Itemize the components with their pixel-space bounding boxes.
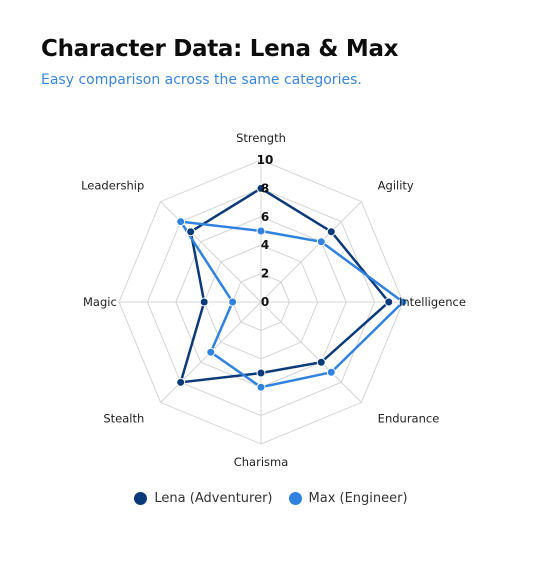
category-label-charisma: Charisma <box>234 455 289 469</box>
data-point-lena-stealth <box>176 377 186 387</box>
axis-spoke-leadership <box>160 201 262 303</box>
category-label-agility: Agility <box>378 178 414 192</box>
chart-title: Character Data: Lena & Max <box>41 36 399 62</box>
data-point-max-agility <box>316 237 326 247</box>
category-label-leadership: Leadership <box>81 178 144 192</box>
radial-tick-label: 0 <box>261 295 269 309</box>
data-point-max-intelligence <box>398 297 408 307</box>
data-point-lena-intelligence <box>384 297 394 307</box>
legend-item-max[interactable]: Max (Engineer) <box>288 491 408 506</box>
data-point-lena-strength <box>256 183 266 193</box>
legend-label-max: Max (Engineer) <box>308 491 408 506</box>
radial-tick-label: 6 <box>261 210 269 224</box>
series-line-max <box>178 220 405 389</box>
data-point-max-magic <box>228 297 238 307</box>
category-label-endurance: Endurance <box>378 412 440 426</box>
data-point-lena-endurance <box>316 357 326 367</box>
radial-tick-label: 10 <box>257 153 274 167</box>
legend-swatch-lena <box>134 492 148 505</box>
category-label-intelligence: Intelligence <box>399 295 466 309</box>
axis-spoke-agility <box>260 201 362 303</box>
data-point-max-stealth <box>206 347 216 357</box>
data-point-max-charisma <box>256 382 266 392</box>
radial-tick-label: 4 <box>261 238 269 252</box>
legend-item-lena[interactable]: Lena (Adventurer) <box>134 491 273 506</box>
legend-swatch-max <box>288 492 302 505</box>
radial-tick-label: 2 <box>261 267 269 281</box>
data-point-max-strength <box>256 226 266 236</box>
legend-label-lena: Lena (Adventurer) <box>154 491 273 506</box>
radar-chart: 0 2 4 6 8 10 Strength Agility Intelligence Endura… <box>81 131 466 469</box>
data-point-lena-leadership <box>186 227 196 237</box>
data-point-max-leadership <box>176 217 186 227</box>
data-point-lena-agility <box>326 227 336 237</box>
data-point-max-endurance <box>326 367 336 377</box>
category-label-stealth: Stealth <box>103 412 144 426</box>
chart-subtitle: Easy comparison across the same categori… <box>41 72 362 88</box>
radial-tick-label: 8 <box>261 181 269 195</box>
data-point-lena-magic <box>199 297 209 307</box>
data-point-lena-charisma <box>256 368 266 378</box>
axis-spoke-endurance <box>260 301 362 403</box>
legend: Lena (Adventurer) Max (Engineer) <box>0 491 542 506</box>
category-label-magic: Magic <box>83 295 117 309</box>
category-label-strength: Strength <box>236 131 286 145</box>
